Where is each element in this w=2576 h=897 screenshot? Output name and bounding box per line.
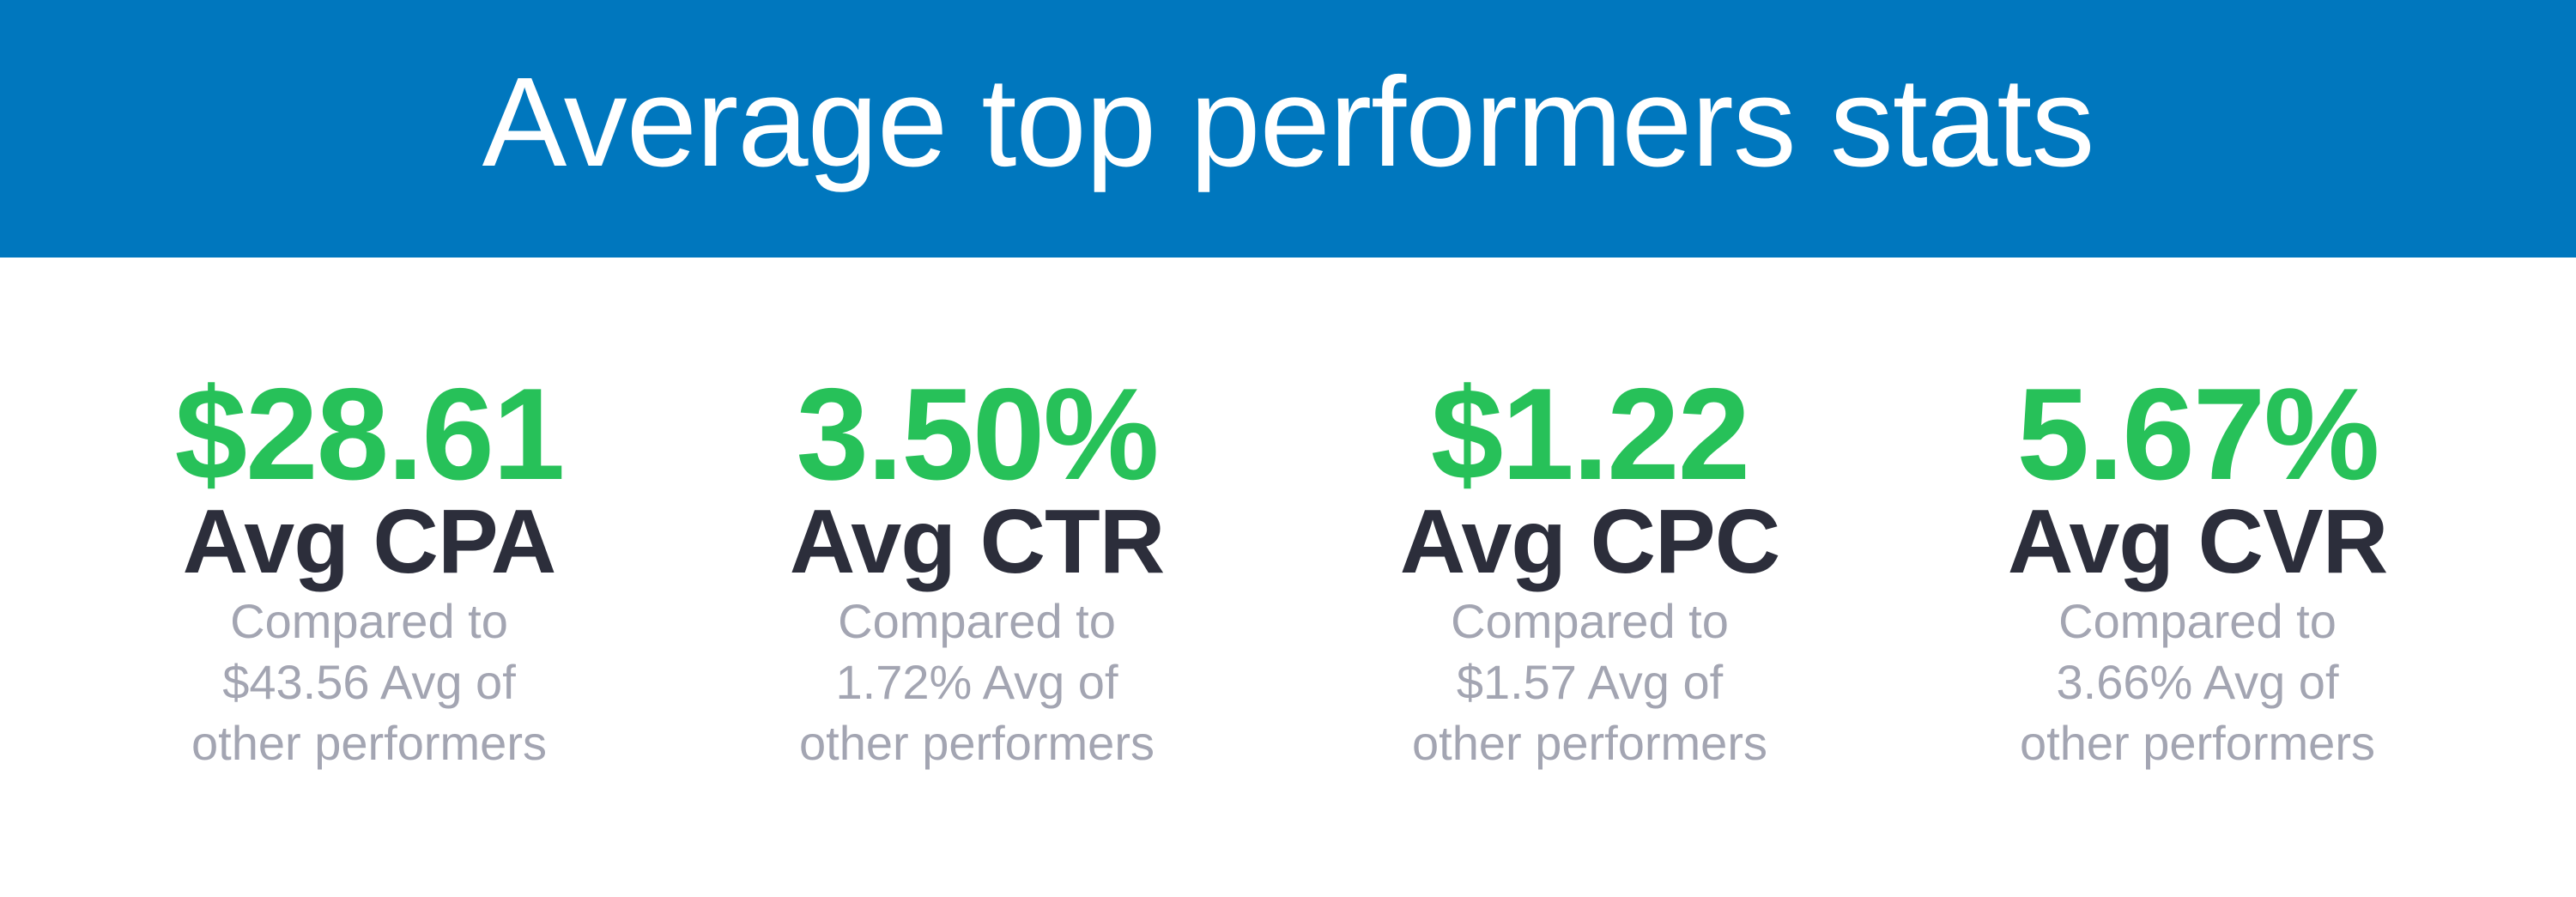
stat-comparison-line: Compared to — [230, 594, 508, 648]
stat-value: $1.22 — [1430, 361, 1750, 507]
stats-row: $28.61 Avg CPA Compared to $43.56 Avg of… — [0, 258, 2576, 897]
stat-card-cpa: $28.61 Avg CPA Compared to $43.56 Avg of… — [103, 361, 635, 773]
stat-value: $28.61 — [174, 361, 566, 507]
stat-card-cpc: $1.22 Avg CPC Compared to $1.57 Avg of o… — [1324, 361, 1856, 773]
stat-comparison-line: Compared to — [1451, 594, 1729, 648]
stat-comparison-line: other performers — [799, 716, 1155, 770]
stat-comparison: Compared to $1.57 Avg of other performer… — [1324, 591, 1856, 773]
stat-comparison-line: $1.57 Avg of — [1456, 655, 1724, 709]
stat-card-ctr: 3.50% Avg CTR Compared to 1.72% Avg of o… — [711, 361, 1243, 773]
stat-comparison-line: other performers — [2020, 716, 2375, 770]
stat-label: Avg CPA — [182, 491, 557, 592]
stat-comparison-line: Compared to — [2058, 594, 2337, 648]
header-banner: Average top performers stats — [0, 0, 2576, 258]
stat-comparison: Compared to 3.66% Avg of other performer… — [1931, 591, 2464, 773]
stat-comparison: Compared to $43.56 Avg of other performe… — [103, 591, 635, 773]
stat-label: Avg CPC — [1399, 491, 1781, 592]
stat-comparison-line: $43.56 Avg of — [222, 655, 516, 709]
page-title: Average top performers stats — [482, 52, 2095, 193]
stat-comparison-line: other performers — [1412, 716, 1767, 770]
stat-comparison-line: other performers — [191, 716, 547, 770]
stat-value: 5.67% — [2016, 361, 2380, 507]
stat-card-cvr: 5.67% Avg CVR Compared to 3.66% Avg of o… — [1931, 361, 2464, 773]
stat-comparison-line: 3.66% Avg of — [2056, 655, 2339, 709]
stat-label: Avg CVR — [2007, 491, 2389, 592]
stat-comparison: Compared to 1.72% Avg of other performer… — [711, 591, 1243, 773]
stat-comparison-line: Compared to — [838, 594, 1116, 648]
stat-value: 3.50% — [796, 361, 1160, 507]
stat-comparison-line: 1.72% Avg of — [835, 655, 1118, 709]
stat-label: Avg CTR — [789, 491, 1166, 592]
